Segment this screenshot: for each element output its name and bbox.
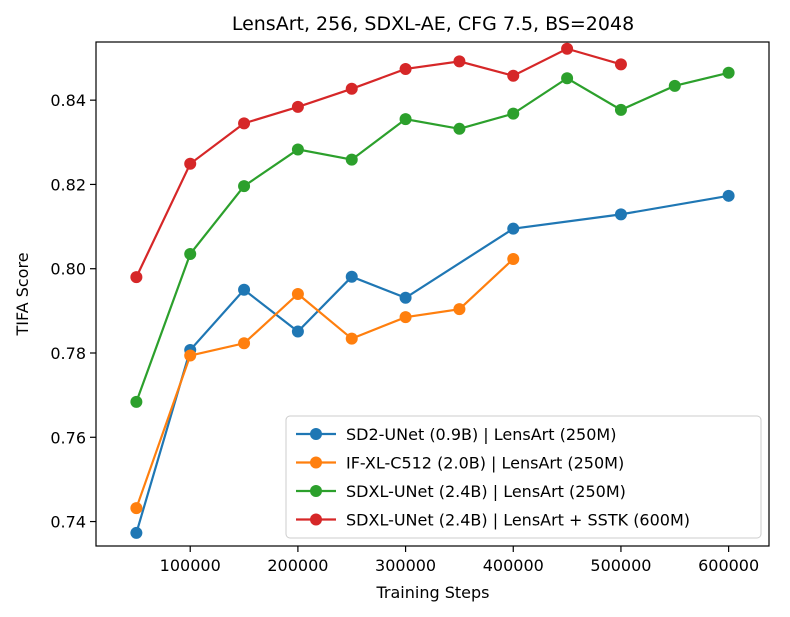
x-tick-label: 300000 — [375, 556, 436, 575]
data-point — [399, 291, 412, 304]
data-point — [507, 222, 520, 235]
x-axis-label: Training Steps — [376, 583, 490, 602]
data-point — [238, 117, 251, 130]
data-point — [507, 107, 520, 120]
data-point — [722, 66, 735, 79]
data-point — [345, 270, 358, 283]
data-point — [184, 247, 197, 260]
data-point — [614, 103, 627, 116]
y-axis: 0.74 0.76 0.78 0.80 0.82 0.84 — [50, 91, 96, 532]
x-tick-label: 100000 — [160, 556, 221, 575]
x-tick-label: 500000 — [590, 556, 651, 575]
data-point — [507, 253, 520, 266]
chart-title: LensArt, 256, SDXL-AE, CFG 7.5, BS=2048 — [232, 13, 634, 35]
legend-item: SDXL-UNet (2.4B) | LensArt + SSTK (600M) — [296, 511, 690, 530]
x-tick-label: 400000 — [483, 556, 544, 575]
data-point — [345, 82, 358, 95]
data-point — [453, 55, 466, 68]
legend-label: SDXL-UNet (2.4B) | LensArt (250M) — [346, 482, 626, 501]
data-point — [614, 208, 627, 221]
y-tick-label: 0.84 — [50, 91, 86, 110]
data-point — [668, 79, 681, 92]
series-line — [135, 71, 729, 403]
series-line — [135, 47, 622, 278]
legend-item: SD2-UNet (0.9B) | LensArt (250M) — [296, 425, 616, 444]
series-4 — [130, 42, 627, 284]
series-1 — [130, 189, 735, 539]
data-point — [345, 153, 358, 166]
data-point — [291, 143, 304, 156]
data-point — [453, 122, 466, 135]
legend-label: SD2-UNet (0.9B) | LensArt (250M) — [346, 425, 616, 444]
y-tick-label: 0.82 — [50, 175, 86, 194]
data-point — [453, 303, 466, 316]
series-2 — [130, 253, 520, 515]
x-axis: 100000 200000 300000 400000 500000 600000 — [160, 546, 759, 575]
data-point — [130, 271, 143, 284]
series-line — [135, 258, 515, 509]
legend-item: SDXL-UNet (2.4B) | LensArt (250M) — [296, 482, 626, 501]
data-point — [184, 157, 197, 170]
x-tick-label: 600000 — [698, 556, 759, 575]
data-point — [184, 349, 197, 362]
legend-label: IF-XL-C512 (2.0B) | LensArt (250M) — [346, 454, 624, 473]
data-point — [722, 189, 735, 202]
data-point — [130, 395, 143, 408]
legend-marker — [310, 513, 322, 526]
data-point — [238, 180, 251, 193]
legend-box — [285, 415, 762, 539]
data-point — [238, 337, 251, 350]
x-tick-label: 200000 — [267, 556, 328, 575]
series-3 — [130, 66, 735, 408]
y-tick-label: 0.80 — [50, 260, 86, 279]
legend-item: IF-XL-C512 (2.0B) | LensArt (250M) — [296, 454, 624, 473]
legend-marker — [310, 428, 322, 440]
data-point — [507, 69, 520, 82]
data-point — [291, 100, 304, 113]
legend: SD2-UNet (0.9B) | LensArt (250M) IF-XL-C5… — [285, 415, 762, 539]
data-point — [238, 283, 251, 296]
plot-area — [130, 42, 735, 539]
plot-frame — [95, 41, 770, 547]
data-point — [561, 42, 574, 55]
y-tick-label: 0.76 — [50, 428, 86, 447]
data-point — [399, 62, 412, 75]
y-axis-label: TIFA Score — [13, 252, 32, 336]
legend-marker — [310, 485, 322, 497]
legend-label: SDXL-UNet (2.4B) | LensArt + SSTK (600M) — [346, 511, 690, 530]
y-tick-label: 0.74 — [50, 513, 86, 532]
data-point — [130, 526, 143, 539]
legend-marker — [310, 456, 322, 469]
data-point — [130, 502, 143, 515]
y-tick-label: 0.78 — [50, 344, 86, 363]
data-point — [399, 113, 412, 126]
data-point — [399, 311, 412, 324]
data-point — [614, 58, 627, 71]
data-point — [291, 288, 304, 300]
data-point — [291, 325, 304, 338]
data-point — [345, 332, 358, 345]
data-point — [561, 72, 574, 85]
